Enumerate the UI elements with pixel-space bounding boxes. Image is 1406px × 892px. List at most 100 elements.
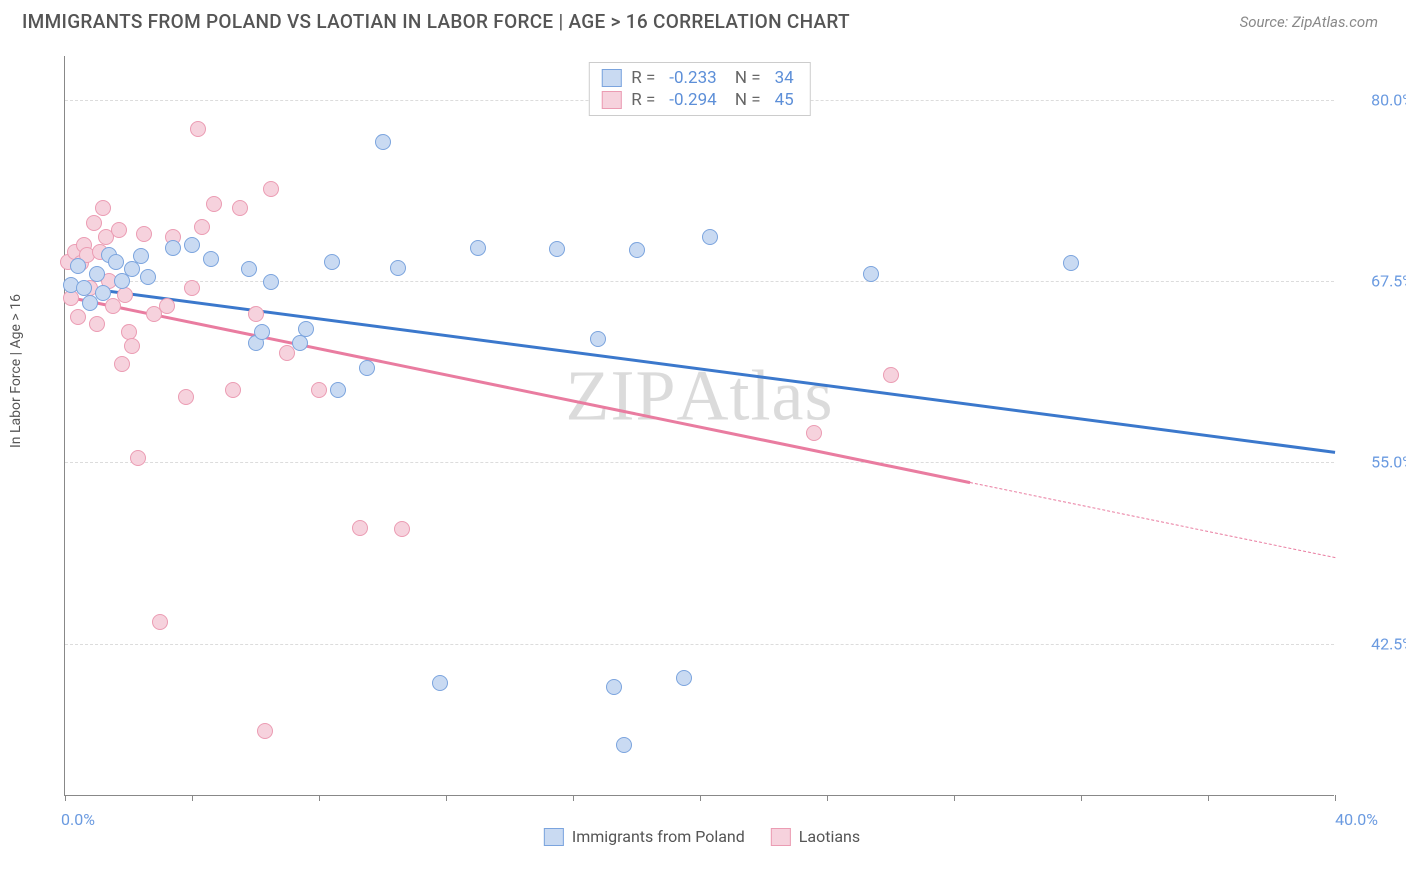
data-point [136,226,152,242]
data-point [606,679,622,695]
data-point [190,121,206,137]
r-value-laotians: -0.294 [665,90,720,110]
legend-swatch-laotians [771,828,791,846]
x-tick [319,795,320,801]
data-point [390,260,406,276]
data-point [165,240,181,256]
data-point [311,382,327,398]
x-tick [65,795,66,801]
data-point [206,196,222,212]
data-point [70,258,86,274]
data-point [352,520,368,536]
data-point [133,248,149,264]
legend-item-poland: Immigrants from Poland [544,827,745,846]
chart-title: IMMIGRANTS FROM POLAND VS LAOTIAN IN LAB… [22,10,850,33]
trend-line [65,295,970,484]
x-tick [1208,795,1209,801]
n-value-poland: 34 [771,68,798,88]
data-point [257,723,273,739]
correlation-stats-box: R = -0.233 N = 34 R = -0.294 N = 45 [588,62,810,116]
data-point [86,215,102,231]
x-tick [827,795,828,801]
data-point [676,670,692,686]
data-point [590,331,606,347]
data-point [89,266,105,282]
data-point [159,298,175,314]
data-point [883,367,899,383]
x-max-label: 40.0% [1335,810,1378,829]
x-tick [192,795,193,801]
legend-label-laotians: Laotians [799,827,860,846]
r-value-poland: -0.233 [665,68,720,88]
y-tick-label: 80.0% [1344,90,1406,109]
data-point [432,675,448,691]
data-point [121,324,137,340]
chart-header: IMMIGRANTS FROM POLAND VS LAOTIAN IN LAB… [0,0,1406,39]
legend-label-poland: Immigrants from Poland [572,827,745,846]
data-point [1063,255,1079,271]
x-min-label: 0.0% [61,810,95,829]
chart-container: In Labor Force | Age > 16 ZIPAtlas R = -… [22,48,1382,848]
data-point [292,335,308,351]
y-tick-label: 42.5% [1344,634,1406,653]
stats-row-poland: R = -0.233 N = 34 [601,67,797,89]
data-point [248,306,264,322]
gridline [65,462,1334,463]
data-point [114,356,130,372]
legend-swatch-poland [544,828,564,846]
legend: Immigrants from Poland Laotians [544,827,860,846]
data-point [95,285,111,301]
data-point [124,338,140,354]
data-point [108,254,124,270]
data-point [263,274,279,290]
data-point [184,280,200,296]
n-value-laotians: 45 [771,90,798,110]
data-point [232,200,248,216]
data-point [263,181,279,197]
data-point [89,316,105,332]
data-point [194,219,210,235]
data-point [203,251,219,267]
x-tick [954,795,955,801]
data-point [117,287,133,303]
data-point [241,261,257,277]
swatch-laotians [601,91,621,109]
data-point [298,321,314,337]
data-point [616,737,632,753]
data-point [394,521,410,537]
legend-item-laotians: Laotians [771,827,860,846]
trend-line [970,482,1335,558]
y-tick-label: 55.0% [1344,453,1406,472]
x-tick [446,795,447,801]
gridline [65,644,1334,645]
x-tick [1335,795,1336,801]
x-tick [573,795,574,801]
data-point [178,389,194,405]
data-point [359,360,375,376]
data-point [184,237,200,253]
y-axis-label: In Labor Force | Age > 16 [8,294,24,448]
data-point [324,254,340,270]
data-point [863,266,879,282]
data-point [130,450,146,466]
plot-area: ZIPAtlas R = -0.233 N = 34 R = -0.294 N … [64,56,1334,796]
data-point [549,241,565,257]
swatch-poland [601,69,621,87]
data-point [375,134,391,150]
x-tick [700,795,701,801]
data-point [470,240,486,256]
stats-row-laotians: R = -0.294 N = 45 [601,89,797,111]
chart-source: Source: ZipAtlas.com [1240,13,1378,31]
y-tick-label: 67.5% [1344,271,1406,290]
data-point [140,269,156,285]
data-point [254,324,270,340]
data-point [152,614,168,630]
data-point [702,229,718,245]
x-tick [1081,795,1082,801]
data-point [629,242,645,258]
data-point [111,222,127,238]
data-point [806,425,822,441]
data-point [95,200,111,216]
data-point [225,382,241,398]
data-point [330,382,346,398]
